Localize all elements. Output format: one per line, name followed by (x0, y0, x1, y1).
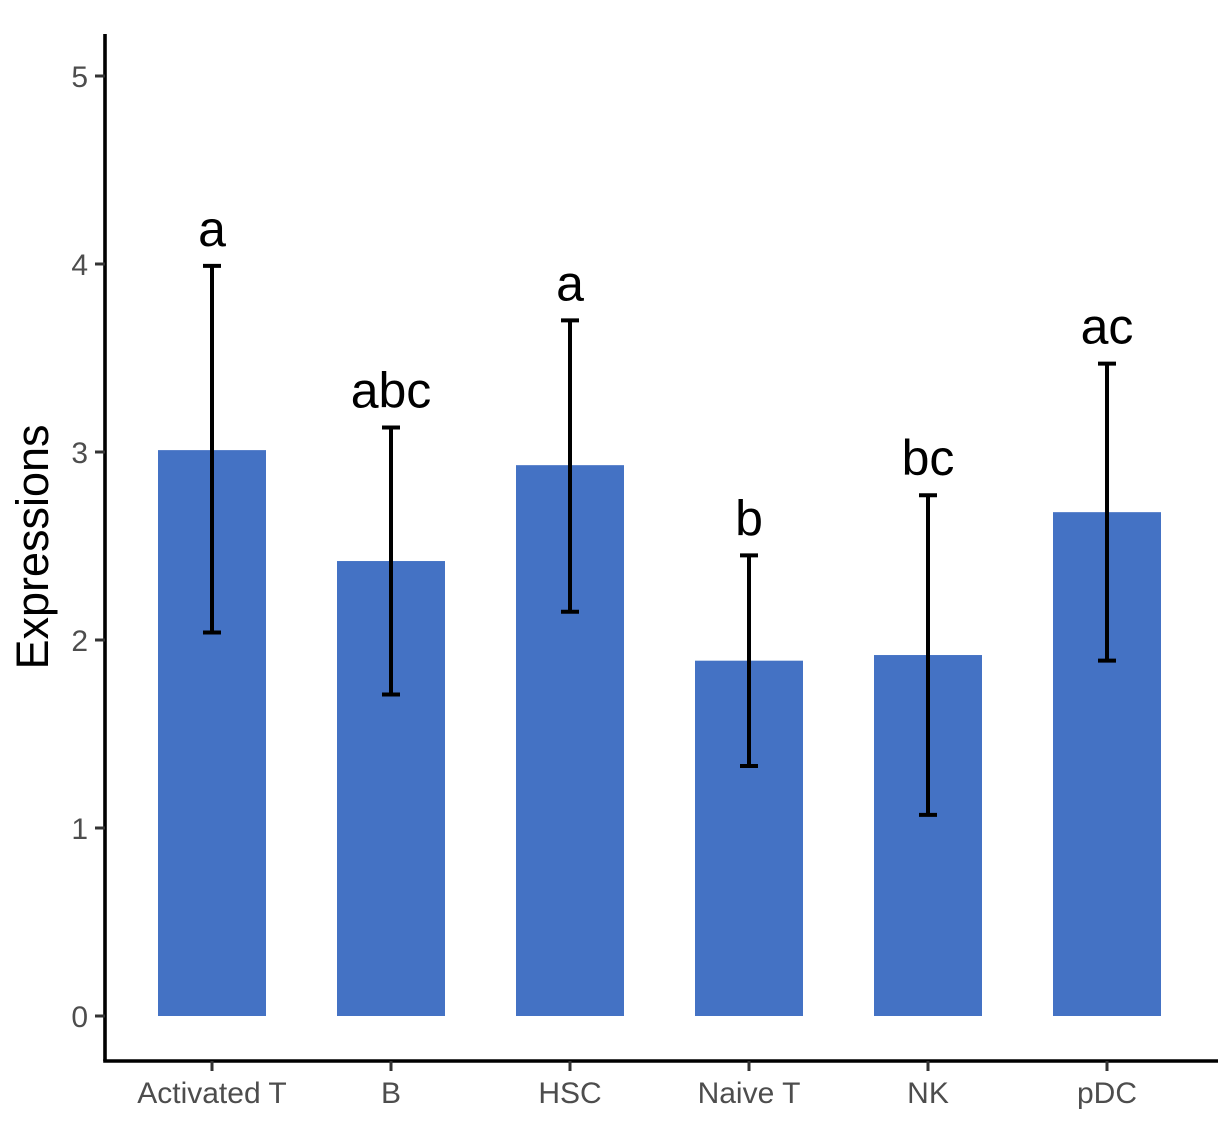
y-axis-title: Expressions (7, 424, 58, 669)
significance-label: bc (902, 430, 955, 486)
y-ticks-layer: 0 1 2 3 4 5 (71, 61, 105, 1034)
error-bars-layer (203, 263, 1116, 817)
x-tick-label: HSC (538, 1077, 601, 1110)
error-bar (919, 493, 937, 817)
significance-label: abc (351, 363, 432, 419)
significance-label: a (556, 255, 584, 311)
significance-labels-layer: a abc a b bc ac (198, 201, 1133, 547)
x-tick-label: Naive T (698, 1077, 801, 1110)
significance-label: b (735, 490, 763, 546)
error-bar (382, 425, 400, 697)
axes-layer (103, 34, 1218, 1063)
bars-layer (158, 450, 1161, 1016)
y-tick-label: 2 (71, 625, 88, 658)
significance-label: ac (1081, 299, 1134, 355)
y-tick-label: 3 (71, 437, 88, 470)
y-tick-label: 4 (71, 249, 88, 282)
error-bar (561, 318, 579, 614)
x-ticks-layer: Activated T B HSC Naive T NK pDC (137, 1061, 1137, 1110)
error-bar (1098, 361, 1116, 663)
y-tick-label: 1 (71, 813, 88, 846)
x-tick-label: NK (907, 1077, 949, 1110)
significance-label: a (198, 201, 226, 257)
x-tick-label: Activated T (137, 1077, 287, 1110)
error-bar (203, 263, 221, 635)
x-tick-label: pDC (1077, 1077, 1137, 1110)
x-tick-label: B (381, 1077, 401, 1110)
error-bar (740, 553, 758, 768)
y-tick-label: 5 (71, 61, 88, 94)
y-tick-label: 0 (71, 1001, 88, 1034)
